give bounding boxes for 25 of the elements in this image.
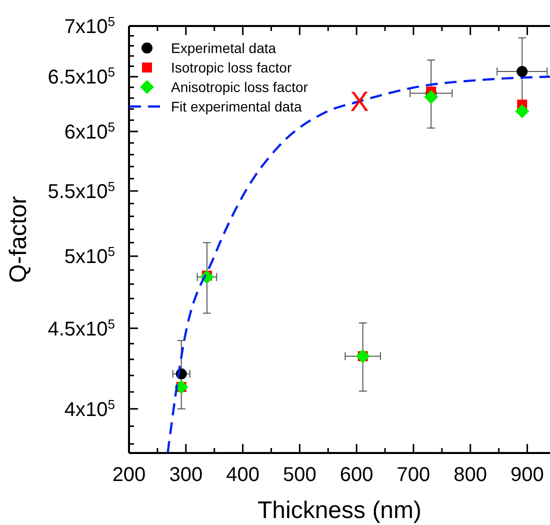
y-tick-label: 5.5x10$^{5}$ bbox=[48, 178, 115, 203]
y-tick-label: 7x10$^{5}$ bbox=[64, 14, 115, 38]
point bbox=[516, 66, 528, 77]
legend-label: Isotropic loss factor bbox=[171, 59, 292, 76]
x-axis-title: Thickness (nm) bbox=[257, 497, 422, 524]
y-tick-label: 6x10$^{5}$ bbox=[64, 118, 115, 144]
legend-label: Experimetal data bbox=[171, 40, 276, 56]
x-tick-label: 500 bbox=[282, 464, 316, 486]
x-tick-label: 700 bbox=[396, 464, 430, 486]
legend-label: Anisotropic loss factor bbox=[171, 78, 308, 95]
y-tick-label: 5x10$^{5}$ bbox=[64, 244, 115, 268]
point bbox=[424, 90, 438, 104]
x-tick-label: 600 bbox=[340, 464, 374, 486]
legend-label: Fit experimental data bbox=[171, 98, 302, 114]
x-tick-label: 300 bbox=[169, 464, 203, 486]
line-series bbox=[166, 76, 550, 453]
x-tick-label: 400 bbox=[226, 464, 260, 486]
point bbox=[515, 104, 530, 118]
x-tick-label: 200 bbox=[112, 464, 146, 486]
y-axis-title: Q-factor bbox=[5, 196, 32, 283]
y-tick-label: 4x10$^{5}$ bbox=[64, 396, 115, 421]
x-tick-label: 800 bbox=[454, 464, 488, 486]
x-tick-label: 900 bbox=[510, 464, 544, 486]
y-tick-label: 4.5x10$^{5}$ bbox=[48, 316, 115, 340]
y-tick-label: 6.5x10$^{5}$ bbox=[48, 64, 115, 89]
